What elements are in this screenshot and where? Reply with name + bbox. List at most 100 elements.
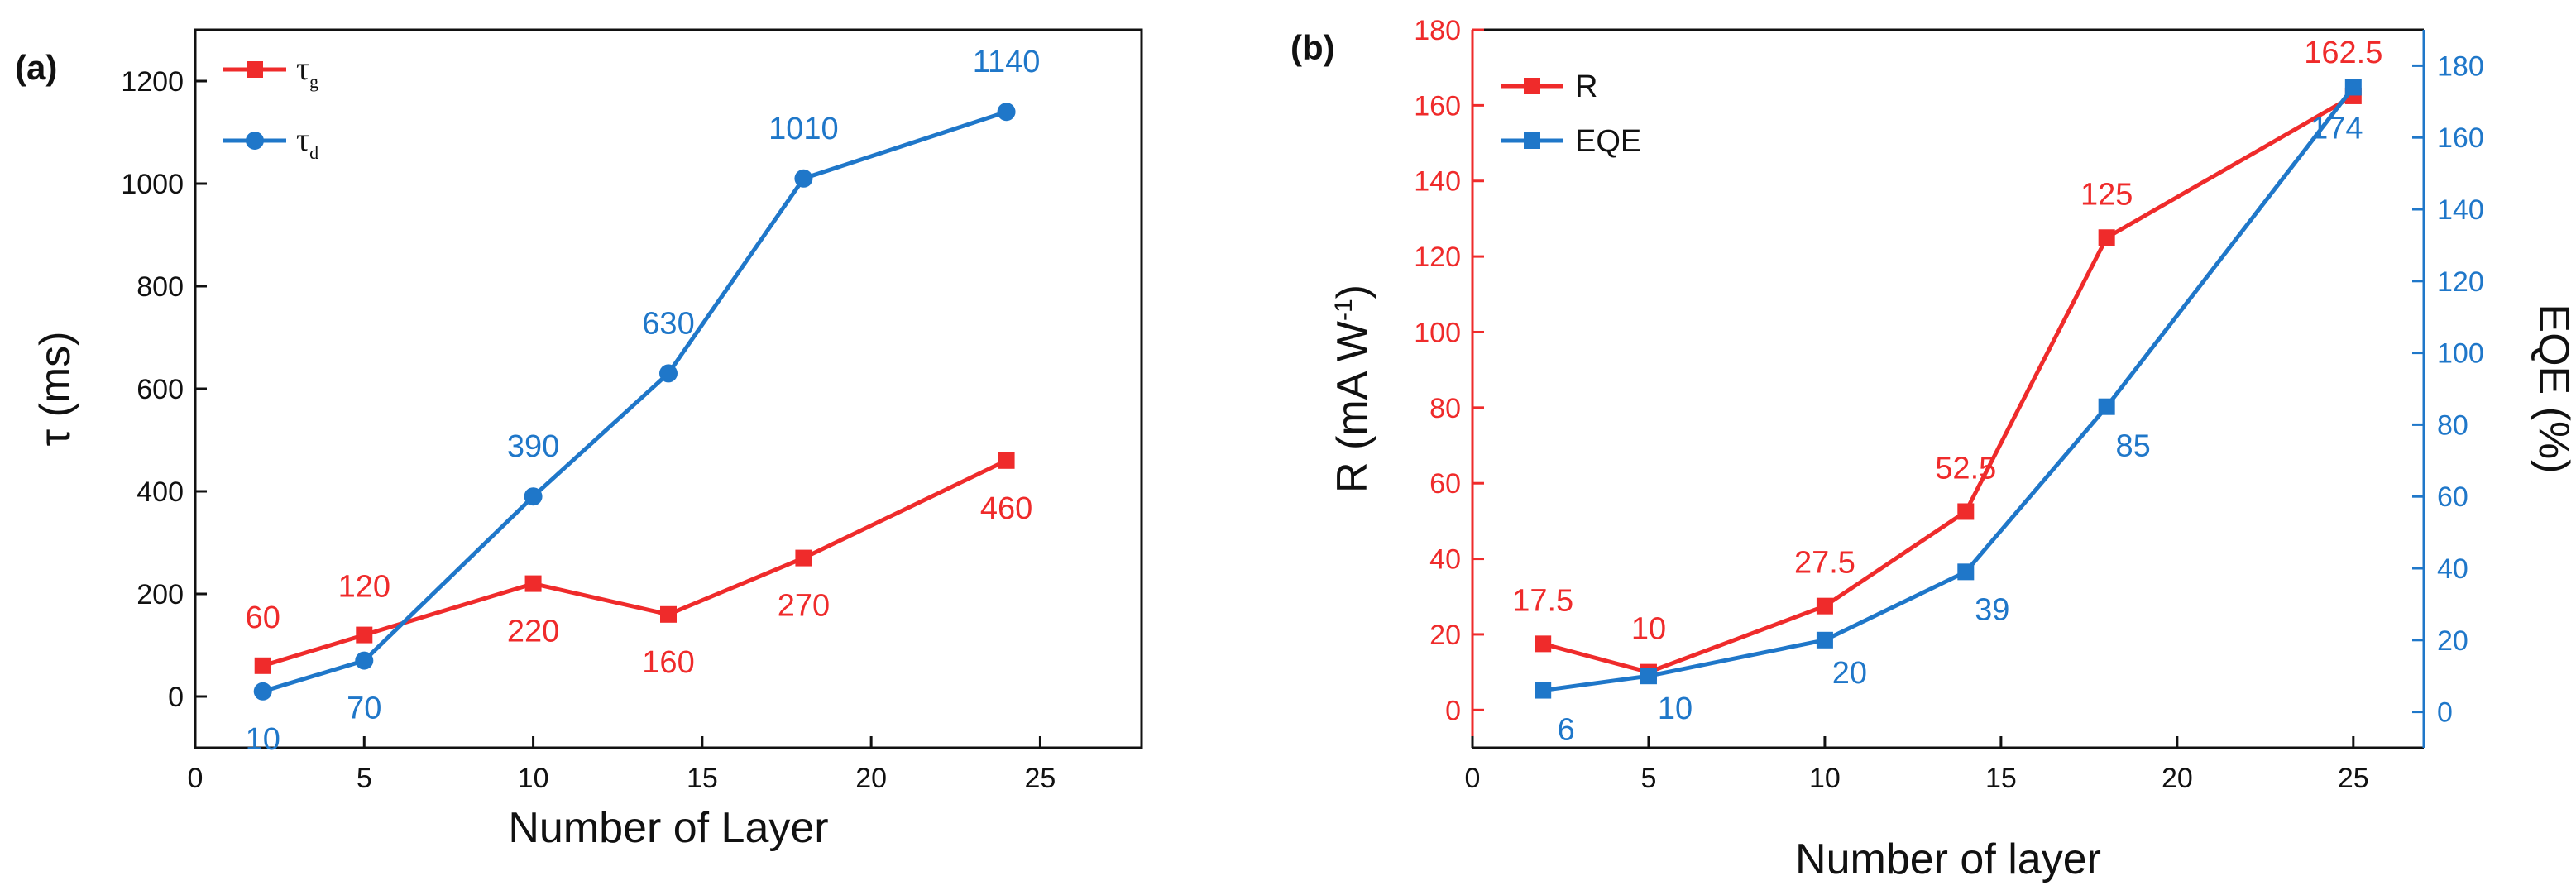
right-tick-label: 160 [2437, 122, 2484, 154]
panel-label: (b) [1290, 28, 1335, 67]
series-line [1542, 93, 2355, 675]
x-tick-label: 5 [357, 763, 372, 794]
legend-marker [246, 132, 264, 150]
data-label: 17.5 [1512, 583, 1573, 618]
left-tick-label: 180 [1414, 15, 1461, 46]
x-tick-label: 10 [1809, 763, 1841, 794]
right-tick-label: 120 [2437, 266, 2484, 298]
left-tick-label: 60 [1429, 468, 1461, 500]
data-point [356, 626, 373, 644]
right-tick-label: 180 [2437, 50, 2484, 82]
panel-a: 0 5 10 15 20 25 0 200 400 600 800 1000 1200 (a) Number… [15, 28, 1143, 852]
left-tick-label: 140 [1414, 166, 1461, 198]
y-tick-label: 0 [168, 682, 184, 713]
data-label: 220 [507, 615, 559, 649]
right-tick-label: 140 [2437, 194, 2484, 226]
series-line [261, 109, 1008, 694]
right-tick-label: 20 [2437, 625, 2468, 657]
data-point [1535, 635, 1552, 653]
right-tick-label: 40 [2437, 553, 2468, 585]
data-point [1816, 597, 1833, 615]
x-tick-label: 0 [188, 763, 203, 794]
x-tick-label: 25 [2338, 763, 2369, 794]
legend-label: τg [296, 50, 318, 92]
x-tick-label: 20 [855, 763, 887, 794]
right-axis-title: EQE (%) [2530, 304, 2576, 473]
data-label: 174 [2310, 111, 2363, 146]
data-point [659, 364, 678, 383]
data-point [1640, 668, 1657, 685]
data-point [997, 103, 1016, 122]
data-point [1535, 682, 1552, 699]
data-label: 10 [1658, 692, 1693, 726]
data-label: 70 [347, 692, 381, 726]
right-tick-label: 100 [2437, 338, 2484, 370]
legend-label: EQE [1575, 124, 1641, 159]
y-tick-label: 800 [136, 271, 184, 303]
data-label: 20 [1832, 656, 1867, 691]
data-point [794, 169, 813, 188]
data-label: 120 [338, 570, 390, 605]
left-tick-label: 0 [1445, 695, 1461, 726]
data-point [355, 651, 374, 670]
data-label: 10 [1631, 612, 1666, 647]
data-point [2098, 398, 2115, 415]
y-tick-label: 600 [136, 374, 184, 405]
panel-b: 0 5 10 15 20 25 0 20 40 60 80 100 120 140 160 180 0 20 40 6… [1290, 15, 2576, 883]
legend-label: R [1575, 69, 1597, 104]
y-tick-label: 1000 [121, 169, 184, 200]
left-axis-title: R (mA W-1) [1329, 285, 1377, 493]
left-tick-label: 120 [1414, 242, 1461, 273]
x-tick-label: 0 [1465, 763, 1481, 794]
legend-marker [1524, 132, 1540, 149]
data-point [2344, 79, 2362, 96]
x-tick-label: 15 [687, 763, 718, 794]
legend-label: τd [296, 121, 318, 163]
left-tick-label: 160 [1414, 90, 1461, 122]
data-label: 270 [778, 589, 830, 624]
data-label: 85 [2116, 429, 2151, 464]
data-point [660, 605, 677, 623]
left-tick-label: 40 [1429, 544, 1461, 576]
data-point [998, 452, 1015, 469]
x-tick-label: 10 [518, 763, 549, 794]
data-point [795, 549, 812, 567]
panel-label: (a) [15, 48, 57, 87]
legend-marker [1524, 78, 1540, 94]
right-tick-label: 0 [2437, 697, 2453, 729]
data-label: 1010 [768, 112, 839, 146]
data-label: 52.5 [1935, 451, 1996, 486]
right-tick-label: 80 [2437, 409, 2468, 441]
x-tick-label: 15 [1985, 763, 2017, 794]
data-point [1957, 503, 1975, 520]
series-line [1542, 85, 2355, 693]
left-tick-label: 100 [1414, 317, 1461, 348]
y-tick-label: 200 [136, 579, 184, 610]
x-axis-title: Number of layer [1795, 835, 2101, 883]
series-line [261, 458, 1008, 668]
data-label: 390 [507, 429, 559, 464]
data-point [2098, 229, 2115, 246]
data-label: 6 [1558, 713, 1575, 748]
data-point [1957, 563, 1975, 581]
data-label: 1140 [973, 45, 1041, 79]
legend-marker [247, 61, 263, 78]
data-label: 39 [1975, 592, 2009, 627]
data-point [524, 575, 542, 592]
left-tick-label: 80 [1429, 393, 1461, 424]
data-label: 27.5 [1794, 546, 1855, 581]
data-point [524, 487, 543, 506]
data-label: 162.5 [2304, 36, 2382, 70]
data-point [253, 682, 272, 701]
data-label: 630 [642, 306, 694, 341]
data-label: 125 [2080, 177, 2133, 212]
x-tick-label: 5 [1641, 763, 1657, 794]
left-tick-label: 20 [1429, 620, 1461, 651]
y-tick-label: 1200 [121, 66, 184, 98]
x-tick-label: 25 [1025, 763, 1056, 794]
data-point [1816, 631, 1833, 649]
x-tick-label: 20 [2162, 763, 2193, 794]
right-tick-label: 60 [2437, 481, 2468, 513]
x-axis-title: Number of Layer [508, 804, 828, 852]
